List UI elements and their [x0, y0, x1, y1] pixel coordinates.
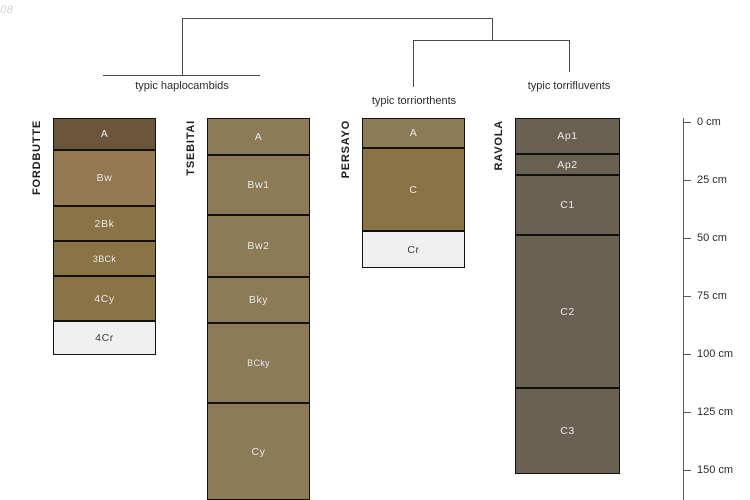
depth-axis-tick-label: 100 cm — [697, 348, 734, 360]
tree-span-right-pair — [413, 40, 570, 41]
tree-stem-torrifluvents — [569, 40, 570, 72]
soil-horizon: A — [53, 118, 156, 150]
soil-horizon: Ap1 — [515, 118, 620, 154]
soil-horizon: C1 — [515, 175, 620, 235]
horizon-label: Ap2 — [557, 158, 578, 171]
tree-stem-left — [182, 18, 183, 75]
horizon-label: 3BCk — [92, 253, 117, 264]
depth-axis-tick — [683, 354, 691, 355]
soil-horizon: BCky — [207, 323, 310, 403]
soil-horizon: Ap2 — [515, 154, 620, 175]
horizon-label: Ap1 — [557, 130, 578, 142]
soil-horizon: Bw1 — [207, 155, 310, 215]
tree-stem-right — [492, 18, 493, 40]
horizon-label: Bw1 — [247, 179, 270, 191]
horizon-label: A — [254, 130, 263, 143]
soil-horizon: Bw2 — [207, 215, 310, 277]
horizon-label: C3 — [560, 425, 575, 437]
horizon-label: C1 — [560, 199, 575, 211]
horizon-label: Cr — [407, 243, 420, 256]
horizon-label: Cy — [251, 445, 266, 458]
tree-branch-root — [182, 18, 493, 19]
depth-axis-tick-label: 150 cm — [697, 464, 734, 476]
soil-horizon: C3 — [515, 388, 620, 474]
soil-horizon: 3BCk — [53, 241, 156, 276]
soil-horizon: 4Cr — [53, 321, 156, 355]
depth-axis-tick-label: 75 cm — [697, 290, 727, 302]
depth-axis: 0 cm 25 cm 50 cm 75 cm 100 cm 125 cm 150 cm — [683, 0, 750, 500]
depth-axis-tick — [683, 238, 691, 239]
horizon-label: Bw2 — [247, 240, 270, 252]
soil-horizon: Cy — [207, 403, 310, 500]
site-name-ravola: RAVOLA — [493, 120, 505, 171]
horizon-label: Bky — [248, 294, 269, 306]
taxonomy-dendrogram — [0, 0, 750, 110]
tree-span-haplocambids — [103, 75, 260, 76]
depth-axis-tick — [683, 180, 691, 181]
soil-horizon: 4Cy — [53, 276, 156, 321]
taxonomy-label: typic haplocambids — [135, 80, 229, 92]
horizon-label: Bw — [96, 172, 113, 184]
soil-horizon: Cr — [362, 231, 465, 268]
corner-stamp: -08 — [0, 4, 14, 16]
depth-axis-tick-label: 0 cm — [697, 116, 721, 128]
depth-axis-tick-label: 50 cm — [697, 232, 727, 244]
soil-horizon: C — [362, 148, 465, 231]
horizon-label: A — [100, 128, 109, 140]
soil-horizon: Bw — [53, 150, 156, 206]
depth-axis-tick-label: 125 cm — [697, 406, 734, 418]
depth-axis-spine — [683, 118, 684, 500]
depth-axis-tick — [683, 122, 691, 123]
tree-stem-torriorthents — [413, 40, 414, 87]
soil-horizon: Bky — [207, 277, 310, 323]
soil-horizon: 2Bk — [53, 206, 156, 241]
taxonomy-label: typic torrifluvents — [527, 80, 611, 92]
horizon-label: BCky — [247, 358, 270, 368]
horizon-label: 4Cr — [95, 332, 114, 344]
depth-axis-tick — [683, 412, 691, 413]
horizon-label: 2Bk — [94, 217, 115, 230]
horizon-label: 4Cy — [94, 292, 115, 305]
taxonomy-label: typic torriorthents — [371, 95, 457, 107]
horizon-label: A — [409, 127, 418, 139]
depth-axis-tick — [683, 296, 691, 297]
horizon-label: C2 — [560, 305, 575, 318]
depth-axis-tick — [683, 470, 691, 471]
soil-horizon: A — [362, 118, 465, 148]
horizon-label: C — [409, 183, 418, 196]
soil-horizon: A — [207, 118, 310, 155]
soil-horizon: C2 — [515, 235, 620, 388]
depth-axis-tick-label: 25 cm — [697, 174, 727, 186]
